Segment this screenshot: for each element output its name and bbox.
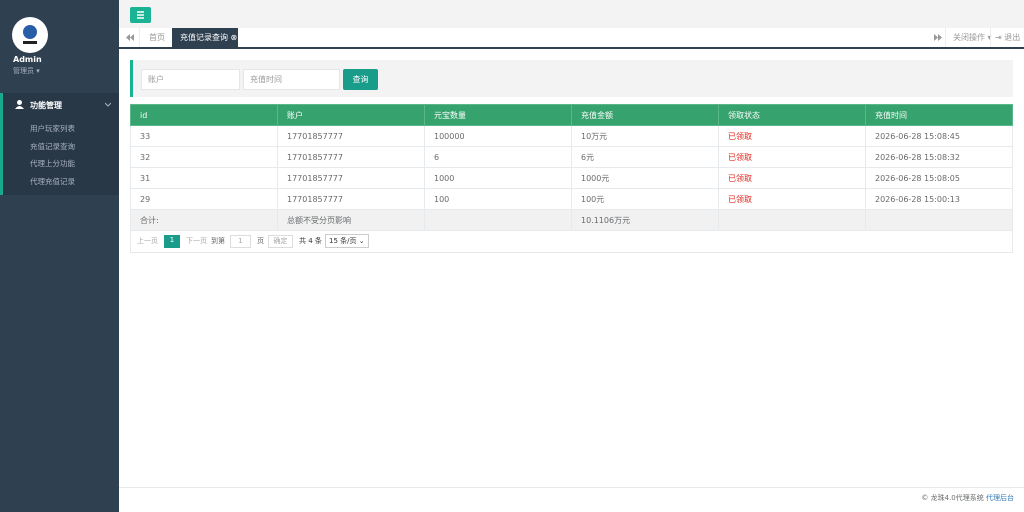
footer-link[interactable]: 代理后台 <box>986 494 1014 502</box>
cell: 已领取 <box>718 188 866 210</box>
total-amount: 10.1106万元 <box>571 209 719 231</box>
menu-title[interactable]: 功能管理 <box>30 101 62 110</box>
prev[interactable]: 上一页 <box>137 237 158 245</box>
cell: 1000元 <box>571 167 719 189</box>
user-icon <box>15 100 24 109</box>
cell: 6 <box>424 146 572 168</box>
total-count: 共 4 条 <box>299 237 322 245</box>
column-header: id <box>130 104 278 126</box>
total-row: 合计: 总额不受分页影响 10.1106万元 <box>130 209 1013 231</box>
cell: 32 <box>130 146 278 168</box>
top-bar <box>119 0 1024 28</box>
pagination: 上一页 1 下一页 到第 1 页 确定 共 4 条 15 条/页 ⌄ <box>130 230 1013 253</box>
cell: 已领取 <box>718 167 866 189</box>
menu: 功能管理 用户玩家列表 充值记录查询 代理上分功能 代理充值记录 <box>0 93 119 195</box>
cell <box>718 209 866 231</box>
cell: 17701857777 <box>277 188 425 210</box>
goto: 到第 <box>211 237 225 245</box>
cell: 1000 <box>424 167 572 189</box>
cell <box>424 209 572 231</box>
cell: 100元 <box>571 188 719 210</box>
cell: 33 <box>130 125 278 147</box>
tab-left[interactable] <box>126 34 134 53</box>
page-current[interactable]: 1 <box>164 235 180 248</box>
data-row: 32 17701857777 6 6元 已领取 2026-06-28 15:08:32 <box>130 146 1013 168</box>
account-input[interactable]: 账户 <box>141 69 240 90</box>
logout-label: 退出 <box>1004 33 1021 42</box>
close-ops[interactable]: 关闭操作 ▾ <box>953 33 992 42</box>
close-ops-label: 关闭操作 <box>953 33 985 42</box>
tab-active-label: 充值记录查询 <box>180 33 228 42</box>
logout[interactable]: ⇥ 退出 <box>995 33 1021 42</box>
chevron <box>105 102 111 107</box>
time-input[interactable]: 充值时间 <box>243 69 340 90</box>
cell: 31 <box>130 167 278 189</box>
cell: 2026-06-28 15:08:05 <box>865 167 1013 189</box>
footer-text: © 龙珠4.0代理系统 <box>921 494 984 502</box>
page-size[interactable]: 15 条/页 ⌄ <box>325 234 369 248</box>
sidebar: Admin 管理员 ▾ 功能管理 用户玩家列表 充值记录查询 代理上分功能 代理充值记… <box>0 0 119 512</box>
column-header: 元宝数量 <box>424 104 572 126</box>
cell <box>865 209 1013 231</box>
menu-item[interactable]: 代理充值记录 <box>30 176 75 186</box>
column-header: 充值金额 <box>571 104 719 126</box>
header-row: id 账户 元宝数量 充值金额 领取状态 充值时间 <box>130 104 1013 126</box>
column-header: 领取状态 <box>718 104 866 126</box>
cell: 17701857777 <box>277 125 425 147</box>
total-note: 总额不受分页影响 <box>277 209 425 231</box>
cell: 100 <box>424 188 572 210</box>
menu-item[interactable]: 代理上分功能 <box>30 159 75 168</box>
menu-item[interactable]: 用户玩家列表 <box>30 124 75 133</box>
cell: 17701857777 <box>277 146 425 168</box>
cell: 2026-06-28 15:00:13 <box>865 188 1013 210</box>
cell: 17701857777 <box>277 167 425 189</box>
next[interactable]: 下一页 <box>186 237 207 245</box>
menu-item[interactable]: 充值记录查询 <box>30 141 75 151</box>
avatar <box>12 17 48 53</box>
cell: 10万元 <box>571 125 719 147</box>
search-bar: 账户 充值时间 查询 <box>130 60 1013 97</box>
cell: 100000 <box>424 125 572 147</box>
cell: 2026-06-28 15:08:32 <box>865 146 1013 168</box>
data-row: 31 17701857777 1000 1000元 已领取 2026-06-28 15:0… <box>130 167 1013 189</box>
tab-home[interactable]: 首页 <box>149 33 165 42</box>
page-input[interactable]: 1 <box>230 235 251 248</box>
column-header: 账户 <box>277 104 425 126</box>
data-row: 29 17701857777 100 100元 已领取 2026-06-28 15:00:… <box>130 188 1013 210</box>
cell: 已领取 <box>718 125 866 147</box>
data-row: 33 17701857777 100000 10万元 已领取 2026-06-28 15:… <box>130 125 1013 147</box>
cell: 2026-06-28 15:08:45 <box>865 125 1013 147</box>
confirm[interactable]: 确定 <box>268 235 293 248</box>
cell: 6元 <box>571 146 719 168</box>
tab-active[interactable]: 充值记录查询 ⊗ <box>172 28 238 47</box>
footer: © 龙珠4.0代理系统 代理后台 <box>119 487 1024 507</box>
user-role[interactable]: 管理员 ▾ <box>13 67 40 75</box>
column-header: 充值时间 <box>865 104 1013 126</box>
user-name: Admin <box>13 55 42 64</box>
page-size-label: 15 条/页 <box>329 237 357 245</box>
tab-bar: 首页 充值记录查询 ⊗ 关闭操作 ▾ ⇥ 退出 <box>119 28 1024 49</box>
menu-toggle[interactable] <box>130 7 151 23</box>
role-text: 管理员 <box>13 67 34 75</box>
cell: 29 <box>130 188 278 210</box>
tab-right[interactable] <box>934 34 942 53</box>
search-button[interactable]: 查询 <box>343 69 378 90</box>
total-label: 合计: <box>130 209 278 231</box>
records-table: id 账户 元宝数量 充值金额 领取状态 充值时间 33 17701857777 100000 1… <box>130 104 1013 231</box>
cell: 已领取 <box>718 146 866 168</box>
page-unit: 页 <box>257 237 264 245</box>
